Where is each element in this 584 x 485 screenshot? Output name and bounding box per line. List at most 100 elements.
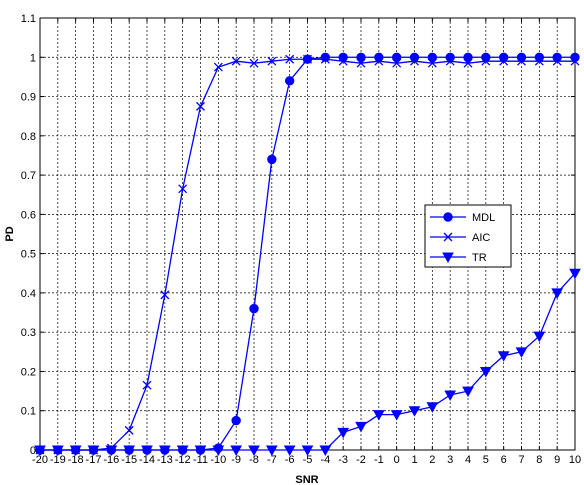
data-point-aic	[196, 101, 205, 111]
data-point-tr	[51, 445, 64, 457]
data-point-tr	[551, 288, 564, 299]
y-tick-label: 0.9	[21, 92, 36, 104]
data-point-aic	[517, 56, 526, 66]
y-tick-label: 1	[30, 52, 36, 64]
data-point-aic	[285, 54, 295, 64]
data-point-aic	[356, 58, 366, 68]
legend-marker-tr	[442, 252, 454, 264]
data-point-tr	[408, 406, 421, 417]
series-aic	[35, 54, 580, 455]
legend-marker-aic	[443, 232, 453, 242]
data-point-tr	[497, 351, 510, 362]
data-point-tr	[176, 445, 189, 457]
data-point-tr	[248, 445, 260, 457]
data-point-aic	[178, 184, 188, 194]
y-tick-label: 0.3	[21, 327, 36, 339]
y-tick-label: 0.2	[21, 366, 36, 378]
data-point-mdl	[498, 52, 509, 62]
legend-label-aic: AIC	[472, 232, 490, 244]
x-tick-label: -13	[157, 454, 173, 466]
data-point-tr	[390, 410, 403, 421]
y-tick-label: 0.8	[21, 131, 36, 143]
data-point-mdl	[409, 52, 420, 62]
data-point-tr	[158, 445, 171, 457]
y-tick-label: 0.6	[21, 209, 36, 221]
legend-item-mdl: MDL	[430, 212, 495, 224]
x-tick-label: -7	[267, 454, 277, 466]
data-point-mdl	[427, 52, 438, 62]
x-tick-label: 0	[394, 454, 400, 466]
data-point-tr	[141, 445, 153, 457]
x-tick-label: 1	[411, 454, 417, 466]
data-point-aic	[142, 380, 152, 390]
legend-item-tr: TR	[430, 252, 487, 264]
data-point-aic	[303, 54, 312, 64]
x-tick-label: -11	[193, 454, 208, 466]
data-point-tr	[515, 347, 528, 358]
x-tick-label: -5	[303, 454, 313, 466]
legend-label-mdl: MDL	[472, 212, 495, 224]
data-point-tr	[479, 366, 492, 378]
y-tick-label: 0.7	[21, 170, 36, 182]
x-axis-label: SNR	[295, 474, 318, 485]
data-point-aic	[463, 58, 473, 68]
x-tick-label: -1	[374, 454, 384, 466]
data-point-aic	[392, 58, 402, 68]
data-point-mdl	[516, 52, 527, 62]
data-point-tr	[87, 445, 100, 457]
data-point-aic	[552, 56, 562, 66]
series-group	[34, 52, 581, 457]
legend-marker-mdl	[443, 212, 453, 222]
data-point-aic	[499, 56, 509, 66]
data-point-aic	[124, 425, 134, 435]
x-tick-label: 3	[447, 454, 453, 466]
legend-box	[424, 204, 512, 268]
data-point-tr	[283, 445, 296, 457]
data-point-mdl	[267, 154, 277, 165]
x-tick-label: 2	[429, 454, 435, 466]
data-point-tr	[444, 390, 457, 402]
data-point-aic	[338, 56, 348, 66]
x-tick-label: 10	[569, 454, 581, 466]
data-point-aic	[410, 56, 419, 66]
data-point-aic	[231, 56, 241, 66]
data-point-tr	[105, 445, 118, 457]
data-point-tr	[194, 445, 207, 457]
x-tick-label: -17	[86, 454, 102, 466]
x-tick-label: -20	[32, 454, 48, 466]
x-tick-label: -16	[103, 454, 119, 466]
x-tick-label: -19	[50, 454, 66, 466]
x-tick-label: 6	[501, 454, 507, 466]
data-point-mdl	[356, 52, 366, 62]
data-point-aic	[213, 62, 223, 72]
y-tick-label: 1.1	[21, 13, 36, 25]
y-tick-label: 0.1	[21, 406, 36, 418]
y-tick-label: 0.4	[21, 288, 36, 300]
data-point-aic	[320, 54, 330, 64]
data-point-tr	[355, 421, 367, 433]
y-tick-label: 0	[30, 445, 36, 457]
data-point-aic	[445, 56, 455, 66]
data-point-mdl	[534, 52, 545, 62]
data-point-tr	[212, 445, 225, 457]
data-point-mdl	[445, 52, 455, 62]
legend: MDL AIC TR	[424, 204, 512, 268]
data-point-aic	[534, 56, 544, 66]
data-point-mdl	[481, 52, 491, 62]
data-point-mdl	[231, 415, 241, 426]
data-point-tr	[34, 445, 46, 457]
x-tick-label: -6	[285, 454, 295, 466]
x-tick-label: 5	[483, 454, 489, 466]
data-point-tr	[337, 427, 350, 439]
x-tick-label: 8	[536, 454, 542, 466]
y-tick-label: 0.5	[21, 249, 36, 261]
x-tick-label: 4	[465, 454, 471, 466]
data-point-tr	[265, 445, 278, 457]
x-tick-label: -2	[356, 454, 366, 466]
data-point-tr	[533, 331, 546, 343]
data-point-tr	[123, 445, 136, 457]
series-tr	[34, 268, 581, 457]
data-point-mdl	[338, 52, 348, 62]
data-point-mdl	[570, 52, 580, 62]
data-point-tr	[301, 445, 314, 457]
